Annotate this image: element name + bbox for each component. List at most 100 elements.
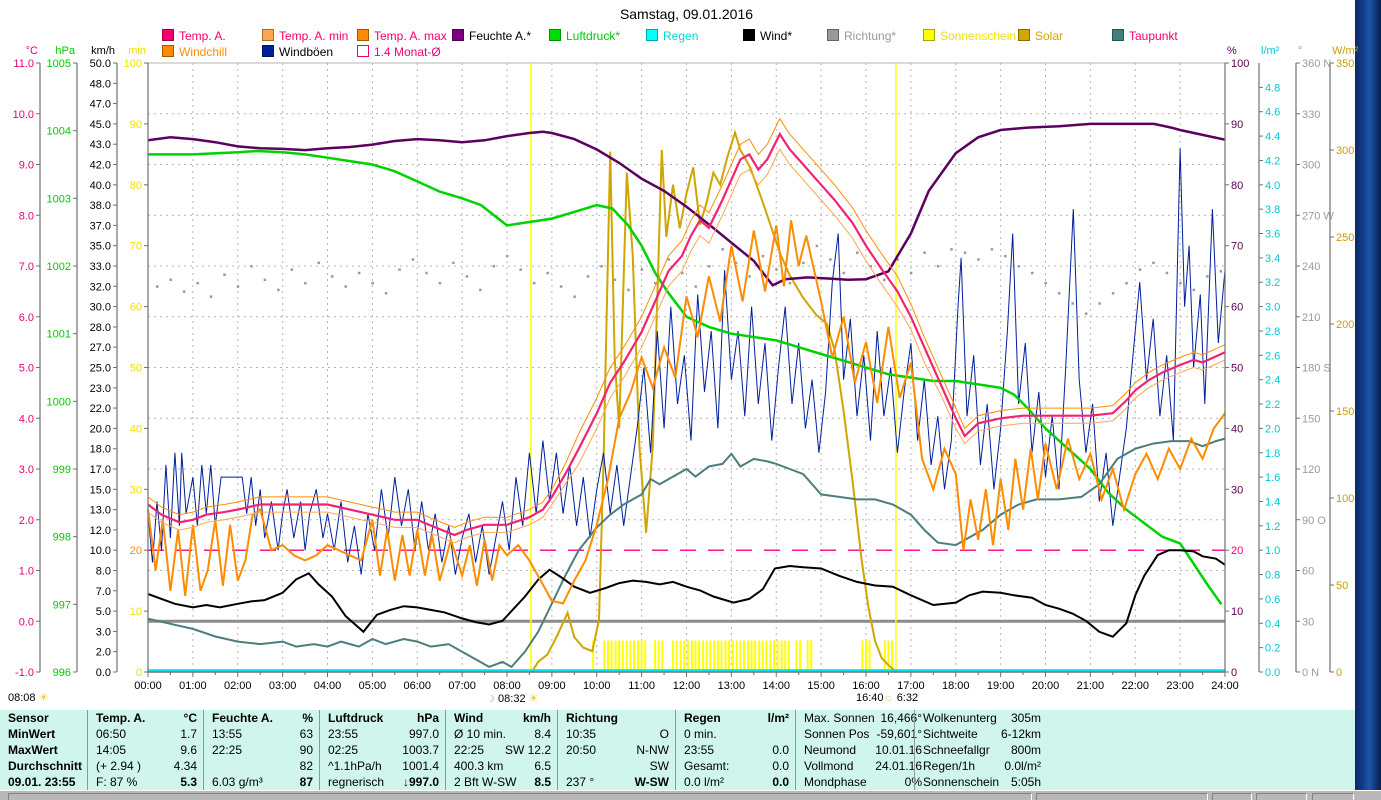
axis-tick-label: 0 bbox=[1231, 667, 1237, 679]
axis-tick-label: 2.0 bbox=[96, 647, 111, 659]
axis-tick-label: 27.0 bbox=[90, 342, 111, 354]
axis-tick-label: 60 bbox=[1302, 566, 1314, 578]
legend-swatch bbox=[452, 29, 464, 41]
series-richtung bbox=[546, 271, 549, 275]
table-column-richtung: Richtung 10:35 O 20:50 N-NW SW 237 ° W-SW bbox=[557, 710, 675, 790]
table-cell: 1.7 bbox=[180, 727, 197, 741]
axis-tick-label: 240 bbox=[1302, 261, 1320, 273]
series-richtung bbox=[1071, 302, 1074, 305]
series-temp-a- bbox=[147, 131, 1226, 537]
table-cell: 0.0 bbox=[772, 759, 789, 773]
axis-tick-label: 0.4 bbox=[1265, 618, 1280, 630]
legend-swatch bbox=[743, 29, 755, 41]
chart-canvas: 11.0 10.0 9.0 8.0 7.0 6.0 5.0 4.0 3.0 2.0 1.0 0.0 -1… bbox=[13, 45, 1359, 692]
table-cell: 13:55 bbox=[212, 727, 243, 741]
legend-item-richtung-: Richtung* bbox=[827, 29, 896, 43]
axis-tick-label: 3.8 bbox=[1265, 204, 1280, 216]
axis-tick-label: 0.0 bbox=[96, 667, 111, 679]
x-axis-label: 10:00 bbox=[583, 680, 611, 692]
table-cell: 20:50 bbox=[566, 743, 597, 757]
axis-tick-label: 1003 bbox=[47, 193, 71, 205]
table-cell: 2 Bft W-SW bbox=[454, 775, 517, 789]
series-richtung bbox=[263, 278, 267, 282]
table-cell: km/h bbox=[522, 711, 551, 725]
table-column-rowlabels: Sensor MinWert MaxWert Durchschnitt 09.01. 2… bbox=[0, 710, 87, 790]
sensor-summary-table: Sensor MinWert MaxWert Durchschnitt 09.01. 2… bbox=[0, 710, 1355, 790]
table-row: 23:55 997.0 bbox=[320, 726, 445, 742]
axis-tick-label: 25.0 bbox=[90, 363, 111, 375]
table-cell: 14:05 bbox=[96, 743, 127, 757]
legend-item-luftdruck-: Luftdruck* bbox=[549, 29, 620, 43]
x-axis-label: 08:00 bbox=[493, 680, 521, 692]
axis-tick-label: 100 bbox=[1336, 493, 1354, 505]
axis-tick-label: 2.8 bbox=[1265, 326, 1280, 338]
legend-label: Windchill bbox=[179, 45, 228, 59]
axis-tick-label: 3.0 bbox=[96, 626, 111, 638]
series-richtung bbox=[452, 261, 455, 265]
axis-tick-label: 11.0 bbox=[13, 58, 34, 70]
series-richtung bbox=[250, 265, 253, 268]
axis-tick-label: 10 bbox=[1231, 606, 1243, 618]
series-richtung bbox=[923, 251, 926, 254]
axis-tick-label: 50 bbox=[1336, 580, 1348, 592]
column-header: Feuchte A.% bbox=[204, 710, 319, 726]
series-richtung bbox=[613, 278, 617, 282]
series-richtung bbox=[304, 281, 307, 285]
axis-tick-label: 10.0 bbox=[13, 109, 34, 121]
axis-tick-label: 2.0 bbox=[19, 515, 34, 527]
table-row: 0 min. bbox=[676, 726, 795, 742]
axis-tick-label: 996 bbox=[53, 667, 71, 679]
axis-tick-label: 0.6 bbox=[1265, 594, 1280, 606]
axis-tick-label: 50 bbox=[130, 363, 142, 375]
table-column-temp-a-: Temp. A. °C 06:50 1.7 14:05 9.6 (+ 2.94 ) 4.34 F… bbox=[87, 710, 203, 790]
series-richtung bbox=[909, 271, 913, 275]
axis-tick-label: 300 bbox=[1302, 160, 1320, 172]
x-axis-label: 23:00 bbox=[1166, 680, 1194, 692]
series-richtung bbox=[1084, 312, 1088, 315]
column-header: Richtung bbox=[558, 710, 675, 726]
series-richtung bbox=[1057, 292, 1061, 295]
info-label: Sonnenschein bbox=[923, 775, 1000, 789]
axis-tick-label: 0.0 bbox=[19, 616, 34, 628]
sun-icon: ☀ bbox=[38, 692, 49, 704]
legend-swatch bbox=[162, 29, 174, 41]
info-value: -59,601° bbox=[876, 727, 923, 741]
table-cell: 0.0 bbox=[772, 775, 789, 789]
series-richtung bbox=[654, 281, 657, 285]
axis-tick-label: 1004 bbox=[47, 126, 71, 138]
legend-swatch bbox=[357, 45, 369, 57]
series-richtung bbox=[882, 278, 886, 282]
table-cell: 22:25 bbox=[212, 743, 243, 757]
table-cell: ^1.1hPa/h bbox=[328, 759, 382, 773]
table-cell: Gesamt: bbox=[684, 759, 730, 773]
table-column-luftdruck: Luftdruck hPa 23:55 997.0 02:25 1003.7 ^1.1hPa… bbox=[319, 710, 445, 790]
axis-tick-label: 17.0 bbox=[90, 464, 111, 476]
table-cell: 1003.7 bbox=[402, 743, 439, 757]
legend-swatch bbox=[357, 29, 369, 41]
table-row: 6.03 g/m³ 87 bbox=[204, 774, 319, 790]
info-label: Max. Sonnen bbox=[804, 711, 875, 725]
table-cell: N-NW bbox=[636, 743, 669, 757]
axis-tick-label: 3.6 bbox=[1265, 229, 1280, 241]
x-axis-label: 20:00 bbox=[1032, 680, 1060, 692]
series-richtung bbox=[1098, 302, 1101, 305]
series-richtung bbox=[721, 248, 724, 251]
table-cell: ↓997.0 bbox=[402, 775, 439, 789]
row-label: MaxWert bbox=[0, 742, 87, 758]
sunrise-annotation: ☽ 08:32 ☀ bbox=[486, 692, 539, 705]
axis-tick-label: 40.0 bbox=[90, 180, 111, 192]
series-richtung bbox=[223, 273, 226, 276]
series-richtung bbox=[1206, 275, 1209, 278]
table-row: Gesamt: 0.0 bbox=[676, 758, 795, 774]
series-richtung bbox=[1044, 281, 1047, 285]
legend-item-1-4-monat-: 1.4 Monat-Ø bbox=[357, 45, 441, 59]
axis-tick-label: 3.4 bbox=[1265, 253, 1280, 265]
legend-item-regen: Regen bbox=[646, 29, 698, 43]
x-axis-label: 22:00 bbox=[1121, 680, 1149, 692]
axis-tick-label: 45.0 bbox=[90, 119, 111, 131]
table-cell: Wind bbox=[454, 711, 484, 725]
series-temp-a-max bbox=[147, 117, 1226, 528]
table-cell: hPa bbox=[416, 711, 439, 725]
axis-tick-label: 8.0 bbox=[96, 566, 111, 578]
moon-icon: ☽ bbox=[486, 694, 495, 705]
